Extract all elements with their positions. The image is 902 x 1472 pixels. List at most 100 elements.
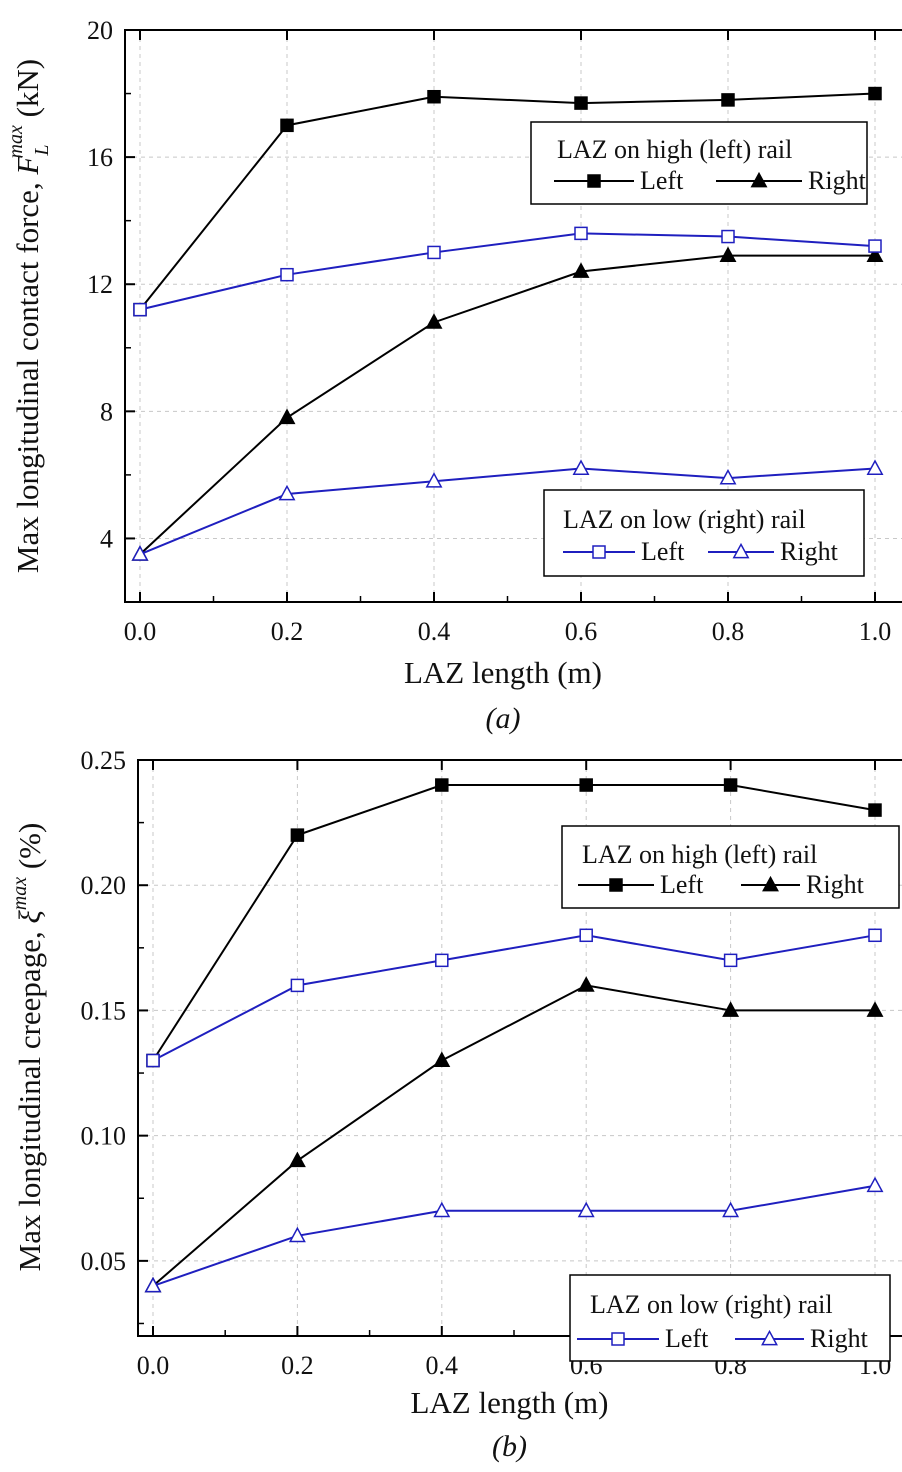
- data-point: [425, 313, 443, 329]
- data-point: [572, 262, 590, 278]
- data-point: [290, 828, 305, 842]
- y-tick-label: 16: [87, 143, 113, 172]
- data-point: [866, 1176, 884, 1193]
- data-point: [278, 408, 296, 425]
- series-high-left: [133, 86, 882, 317]
- data-point: [579, 928, 593, 943]
- y-tick-label: 0.10: [81, 1122, 127, 1151]
- data-point: [868, 803, 882, 817]
- data-point: [577, 1201, 595, 1218]
- panel-label: (b): [492, 1430, 527, 1463]
- y-tick-label: 4: [100, 524, 113, 553]
- x-tick-label: 0.8: [712, 617, 745, 646]
- y-tick-label: 0.05: [81, 1247, 127, 1276]
- data-point: [425, 472, 443, 488]
- legend-title: LAZ on high (left) rail: [557, 135, 792, 164]
- data-point: [866, 1001, 884, 1017]
- legend-marker: [592, 545, 606, 559]
- legend-marker: [611, 1332, 625, 1346]
- series-line: [152, 934, 876, 1062]
- legend-marker: [762, 875, 779, 892]
- legend-marker: [761, 1329, 778, 1346]
- data-point: [133, 302, 147, 317]
- data-point: [866, 246, 884, 263]
- x-tick-label: 0.2: [271, 617, 304, 646]
- legend-title: LAZ on high (left) rail: [582, 840, 817, 869]
- data-point: [435, 953, 449, 968]
- plot-frame: [137, 759, 902, 1337]
- y-axis-label: Max longitudinal contact force, FLmax (k…: [5, 59, 53, 573]
- series-line: [152, 984, 875, 1287]
- data-point: [288, 1226, 306, 1243]
- data-point: [868, 86, 882, 101]
- legend-title: LAZ on low (right) rail: [590, 1290, 833, 1319]
- y-axis-label: Max longitudinal creepage, ξmax (%): [9, 823, 47, 1272]
- data-point: [722, 1201, 740, 1218]
- series-line: [152, 784, 876, 1062]
- series-line: [152, 1184, 876, 1287]
- x-tick-label: 0.0: [137, 1351, 170, 1380]
- series-low-right: [131, 459, 884, 561]
- data-point: [577, 976, 595, 992]
- legend-label: Right: [810, 1324, 869, 1353]
- legend-label: Left: [665, 1324, 709, 1353]
- series-line: [139, 254, 875, 556]
- x-tick-label: 0.6: [565, 617, 598, 646]
- series-high-right: [144, 976, 884, 1293]
- data-point: [146, 1053, 160, 1068]
- series-low-left: [133, 226, 882, 317]
- legend-marker: [587, 174, 601, 188]
- y-tick-label: 20: [87, 16, 113, 45]
- data-point: [723, 778, 738, 792]
- data-point: [144, 1276, 162, 1293]
- legend-marker: [609, 878, 623, 892]
- y-tick-label: 8: [100, 397, 113, 426]
- data-point: [433, 1051, 451, 1067]
- series-line: [139, 467, 876, 556]
- legend-bottom-right: LAZ on low (right) rail Left Right: [543, 489, 865, 577]
- data-point: [723, 953, 738, 968]
- x-tick-label: 1.0: [859, 617, 892, 646]
- legend-label: Right: [808, 166, 867, 195]
- data-point: [579, 778, 593, 792]
- legend-label: Left: [641, 537, 685, 566]
- panel-label: (a): [486, 702, 521, 735]
- y-tick-label: 0.15: [81, 996, 127, 1025]
- data-point: [868, 928, 882, 943]
- series-line: [139, 92, 876, 311]
- x-tick-label: 0.4: [418, 617, 451, 646]
- data-point: [574, 226, 588, 241]
- data-point: [722, 1001, 740, 1017]
- y-tick-label: 0.20: [81, 871, 127, 900]
- legend-bottom-right: LAZ on low (right) rail Left Right: [569, 1274, 891, 1362]
- legend-label: Left: [660, 870, 704, 899]
- data-point: [572, 459, 590, 475]
- legend-label: Right: [780, 537, 839, 566]
- data-point: [278, 484, 296, 501]
- data-point: [131, 545, 149, 561]
- x-tick-label: 0.2: [281, 1351, 314, 1380]
- data-point: [868, 239, 882, 253]
- x-axis-label: LAZ length (m): [410, 1385, 608, 1420]
- data-point: [574, 96, 588, 110]
- data-point: [435, 778, 449, 792]
- data-point: [280, 118, 294, 133]
- data-point: [721, 93, 735, 107]
- data-point: [721, 229, 735, 244]
- data-point: [280, 267, 294, 282]
- series-low-left: [146, 928, 882, 1068]
- data-point: [433, 1201, 451, 1218]
- data-point: [427, 245, 441, 260]
- plot-frame: [124, 29, 902, 603]
- series-line: [139, 232, 876, 311]
- x-tick-label: 0.0: [124, 617, 157, 646]
- data-point: [427, 89, 441, 104]
- data-point: [866, 459, 884, 475]
- legend-marker: [750, 171, 768, 188]
- legend-title: LAZ on low (right) rail: [563, 505, 806, 534]
- series-low-right: [144, 1176, 884, 1293]
